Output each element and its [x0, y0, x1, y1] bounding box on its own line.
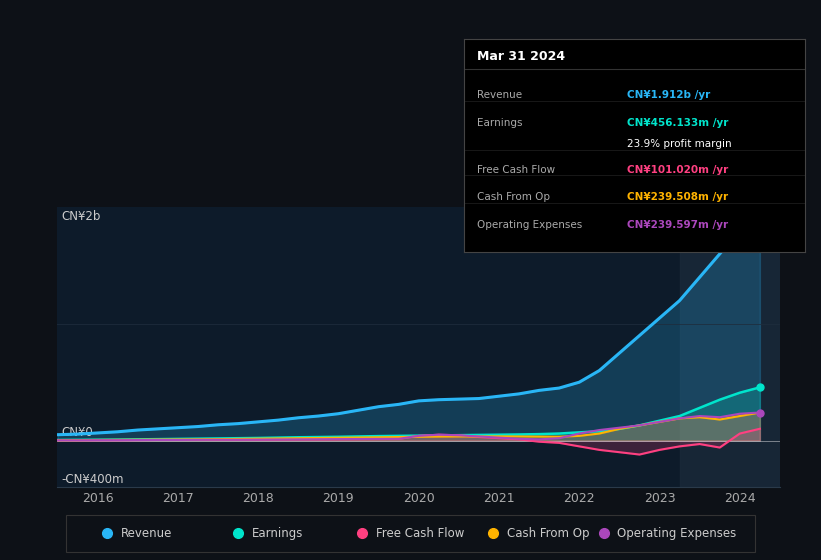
Text: CN¥2b: CN¥2b [62, 209, 101, 222]
Bar [680, 207, 780, 487]
Text: Operating Expenses: Operating Expenses [617, 527, 736, 540]
Text: 23.9% profit margin: 23.9% profit margin [627, 139, 732, 149]
Text: Revenue: Revenue [121, 527, 172, 540]
Text: CN¥0: CN¥0 [62, 426, 94, 440]
Text: Mar 31 2024: Mar 31 2024 [478, 50, 566, 63]
Text: Cash From Op: Cash From Op [507, 527, 589, 540]
Text: Revenue: Revenue [478, 90, 523, 100]
Text: CN¥456.133m /yr: CN¥456.133m /yr [627, 118, 729, 128]
Text: -CN¥400m: -CN¥400m [62, 473, 124, 486]
Text: Free Cash Flow: Free Cash Flow [478, 165, 556, 175]
Text: Operating Expenses: Operating Expenses [478, 220, 583, 230]
Text: CN¥101.020m /yr: CN¥101.020m /yr [627, 165, 729, 175]
Text: Cash From Op: Cash From Op [478, 193, 551, 202]
Text: CN¥239.597m /yr: CN¥239.597m /yr [627, 220, 728, 230]
Text: Free Cash Flow: Free Cash Flow [376, 527, 465, 540]
Text: CN¥239.508m /yr: CN¥239.508m /yr [627, 193, 728, 202]
Text: Earnings: Earnings [478, 118, 523, 128]
Text: CN¥1.912b /yr: CN¥1.912b /yr [627, 90, 711, 100]
Text: Earnings: Earnings [252, 527, 303, 540]
